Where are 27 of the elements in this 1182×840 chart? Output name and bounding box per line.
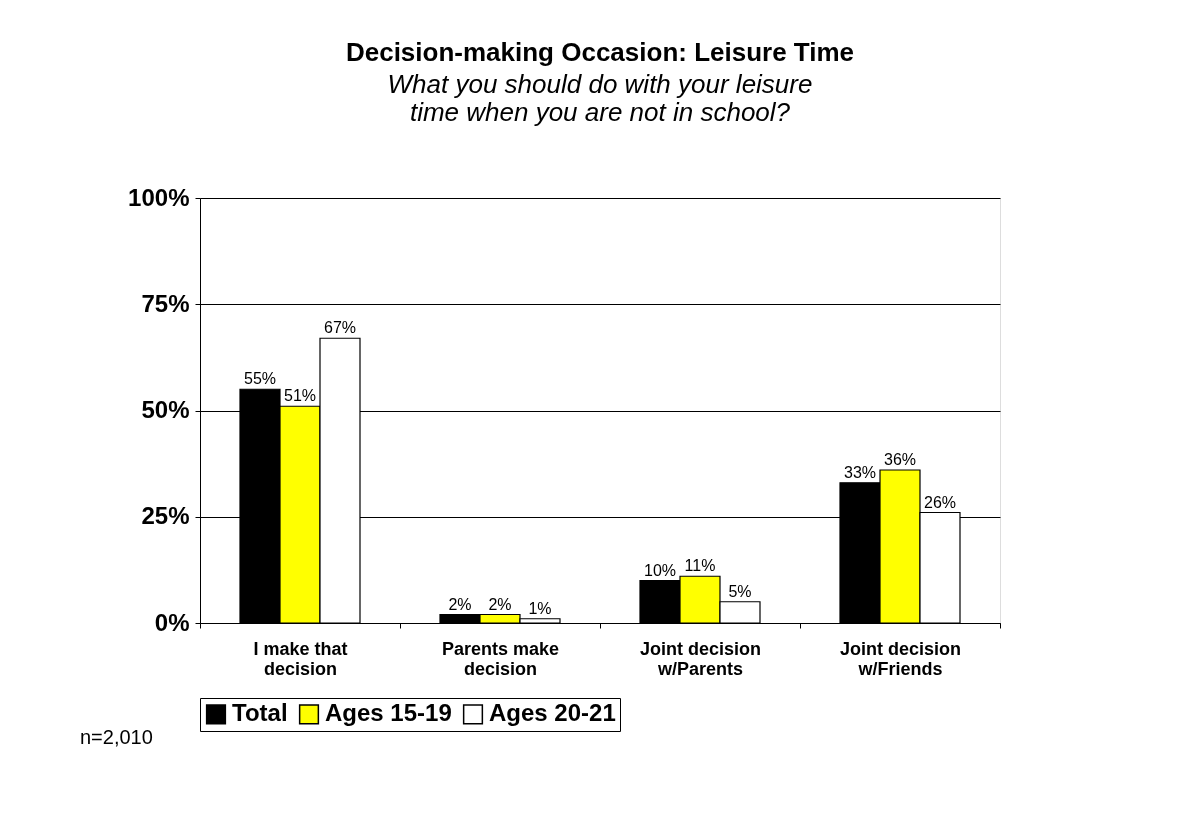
data-label: 5% bbox=[728, 582, 752, 600]
x-tick-label: I make that decision bbox=[253, 638, 348, 679]
data-label: 36% bbox=[883, 451, 917, 468]
y-tick-label: 0% bbox=[154, 608, 190, 636]
data-label: 51% bbox=[283, 387, 317, 405]
chart-subtitle: What you should do with your leisure time when you are not in school? bbox=[387, 69, 813, 127]
legend-label: Ages 20-21 bbox=[489, 699, 616, 727]
data-label: 1% bbox=[528, 599, 552, 617]
data-label: 10% bbox=[643, 561, 677, 579]
chart-title: Decision-making Occasion: Leisure Time bbox=[345, 37, 855, 67]
y-tick-label: 100% bbox=[128, 183, 190, 211]
data-label: 33% bbox=[843, 463, 877, 481]
data-label: 11% bbox=[684, 557, 716, 575]
legend-label: Ages 15-19 bbox=[325, 699, 452, 727]
x-tick-label: Parents make decision bbox=[441, 638, 560, 679]
x-tick-label: Joint decision w/Parents bbox=[639, 638, 762, 679]
data-label: 55% bbox=[243, 370, 277, 388]
y-tick-label: 25% bbox=[141, 502, 190, 530]
x-tick-label: Joint decision w/Friends bbox=[839, 638, 962, 679]
y-tick-label: 75% bbox=[141, 289, 190, 317]
data-label: 2% bbox=[448, 595, 472, 613]
legend-label: Total bbox=[232, 699, 288, 727]
data-label: 67% bbox=[323, 319, 357, 337]
data-label: 26% bbox=[923, 493, 957, 511]
y-tick-label: 50% bbox=[141, 396, 190, 423]
text: n=2,010 bbox=[80, 726, 153, 748]
data-label: 2% bbox=[488, 595, 512, 613]
